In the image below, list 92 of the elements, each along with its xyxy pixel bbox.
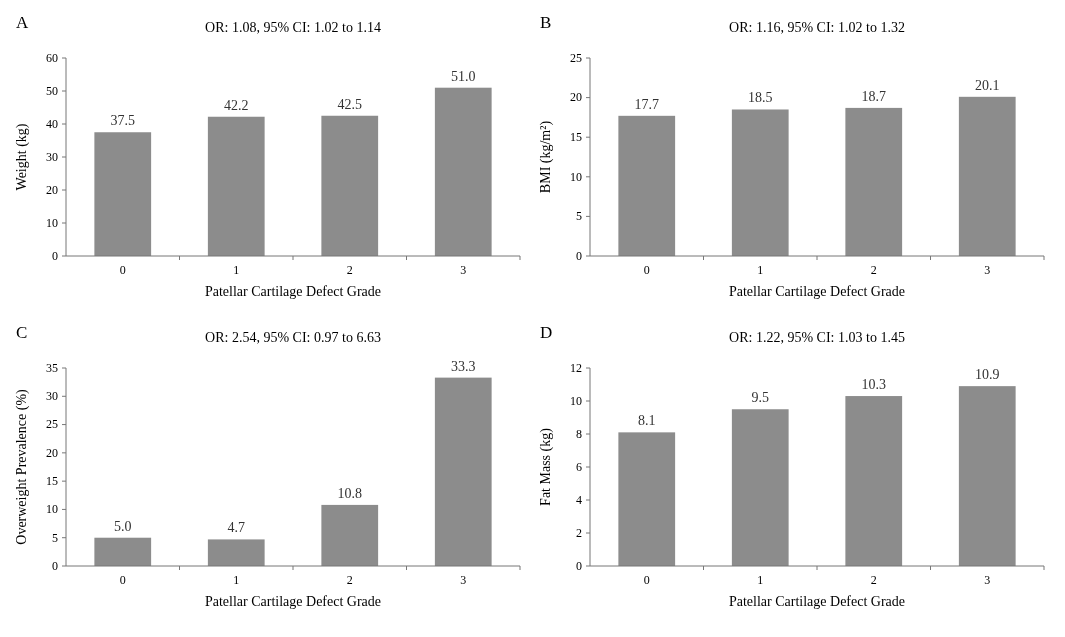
y-tick-label: 20 [46,182,58,197]
bar [958,386,1016,566]
chart-subtitle: OR: 2.54, 95% CI: 0.97 to 6.63 [205,330,381,345]
chart-subtitle: OR: 1.16, 95% CI: 1.02 to 1.32 [729,20,905,35]
y-tick-label: 15 [46,473,58,488]
bar [618,432,676,566]
chart-title: C [16,323,28,342]
data-label: 17.7 [634,96,659,112]
bar [207,539,265,566]
y-tick-label: 30 [46,389,58,404]
y-tick-label: 35 [46,360,58,375]
y-tick-label: 25 [46,417,58,432]
x-axis-title: Patellar Cartilage Defect Grade [728,594,906,609]
bar [618,115,676,256]
x-tick-label: 3 [460,263,467,277]
x-tick-label: 1 [233,573,240,587]
y-tick-label: 5 [576,209,582,224]
y-axis-title: Weight (kg) [14,123,30,191]
data-label: 51.0 [451,68,476,84]
x-tick-label: 2 [870,573,877,587]
data-label: 42.5 [337,96,362,112]
y-tick-label: 50 [46,83,58,98]
x-axis-title: Patellar Cartilage Defect Grade [204,284,382,299]
bar [94,132,152,256]
y-tick-label: 12 [570,360,582,375]
y-tick-label: 5 [52,530,58,545]
x-tick-label: 1 [233,263,240,277]
x-axis-title: Patellar Cartilage Defect Grade [204,594,382,609]
bar [321,504,379,566]
data-label: 20.1 [975,77,1000,93]
y-tick-label: 4 [576,492,582,507]
y-axis-title: Overweight Prevalence (%) [14,388,30,545]
data-label: 37.5 [110,113,135,129]
bar [94,537,152,566]
data-label: 42.2 [224,97,249,113]
data-label: 5.0 [114,518,132,534]
y-tick-label: 0 [576,248,582,263]
data-label: 4.7 [227,520,245,536]
chart-title: B [540,13,552,32]
y-tick-label: 2 [576,525,582,540]
y-tick-label: 40 [46,116,58,131]
chart-subtitle: OR: 1.08, 95% CI: 1.02 to 1.14 [205,20,381,35]
y-tick-label: 20 [570,90,582,105]
bar [207,116,265,256]
bar [731,109,789,256]
bar [434,377,492,566]
x-tick-label: 2 [870,263,877,277]
bar [845,107,903,256]
data-label: 10.9 [975,367,1000,383]
y-axis-title: BMI (kg/m²) [538,120,554,194]
data-label: 10.8 [337,485,362,501]
x-tick-label: 2 [346,573,353,587]
x-tick-label: 0 [643,573,650,587]
y-tick-label: 30 [46,149,58,164]
data-label: 18.5 [748,90,773,106]
bar [845,396,903,566]
data-label: 18.7 [861,88,886,104]
x-tick-label: 3 [984,573,991,587]
y-tick-label: 10 [46,215,58,230]
x-tick-label: 2 [346,263,353,277]
y-tick-label: 0 [52,558,58,573]
y-tick-label: 60 [46,50,58,65]
x-tick-label: 0 [119,573,126,587]
y-tick-label: 8 [576,426,582,441]
x-tick-label: 0 [643,263,650,277]
y-tick-label: 15 [570,130,582,145]
bar [434,87,492,256]
y-tick-label: 25 [570,50,582,65]
y-tick-label: 0 [52,248,58,263]
y-tick-label: 20 [46,445,58,460]
data-label: 10.3 [861,377,886,393]
x-tick-label: 3 [460,573,467,587]
bar [731,409,789,566]
y-tick-label: 10 [570,393,582,408]
bar [321,115,379,256]
x-tick-label: 1 [757,573,764,587]
chart-title: D [540,323,553,342]
chart-subtitle: OR: 1.22, 95% CI: 1.03 to 1.45 [729,330,905,345]
y-axis-title: Fat Mass (kg) [538,427,554,506]
y-tick-label: 0 [576,558,582,573]
data-label: 33.3 [451,358,476,374]
x-tick-label: 1 [757,263,764,277]
x-axis-title: Patellar Cartilage Defect Grade [728,284,906,299]
y-tick-label: 10 [570,169,582,184]
data-label: 9.5 [751,390,769,406]
x-tick-label: 3 [984,263,991,277]
chart-title: A [16,13,29,32]
y-tick-label: 6 [576,459,582,474]
data-label: 8.1 [638,413,656,429]
bar [958,96,1016,256]
y-tick-label: 10 [46,502,58,517]
x-tick-label: 0 [119,263,126,277]
